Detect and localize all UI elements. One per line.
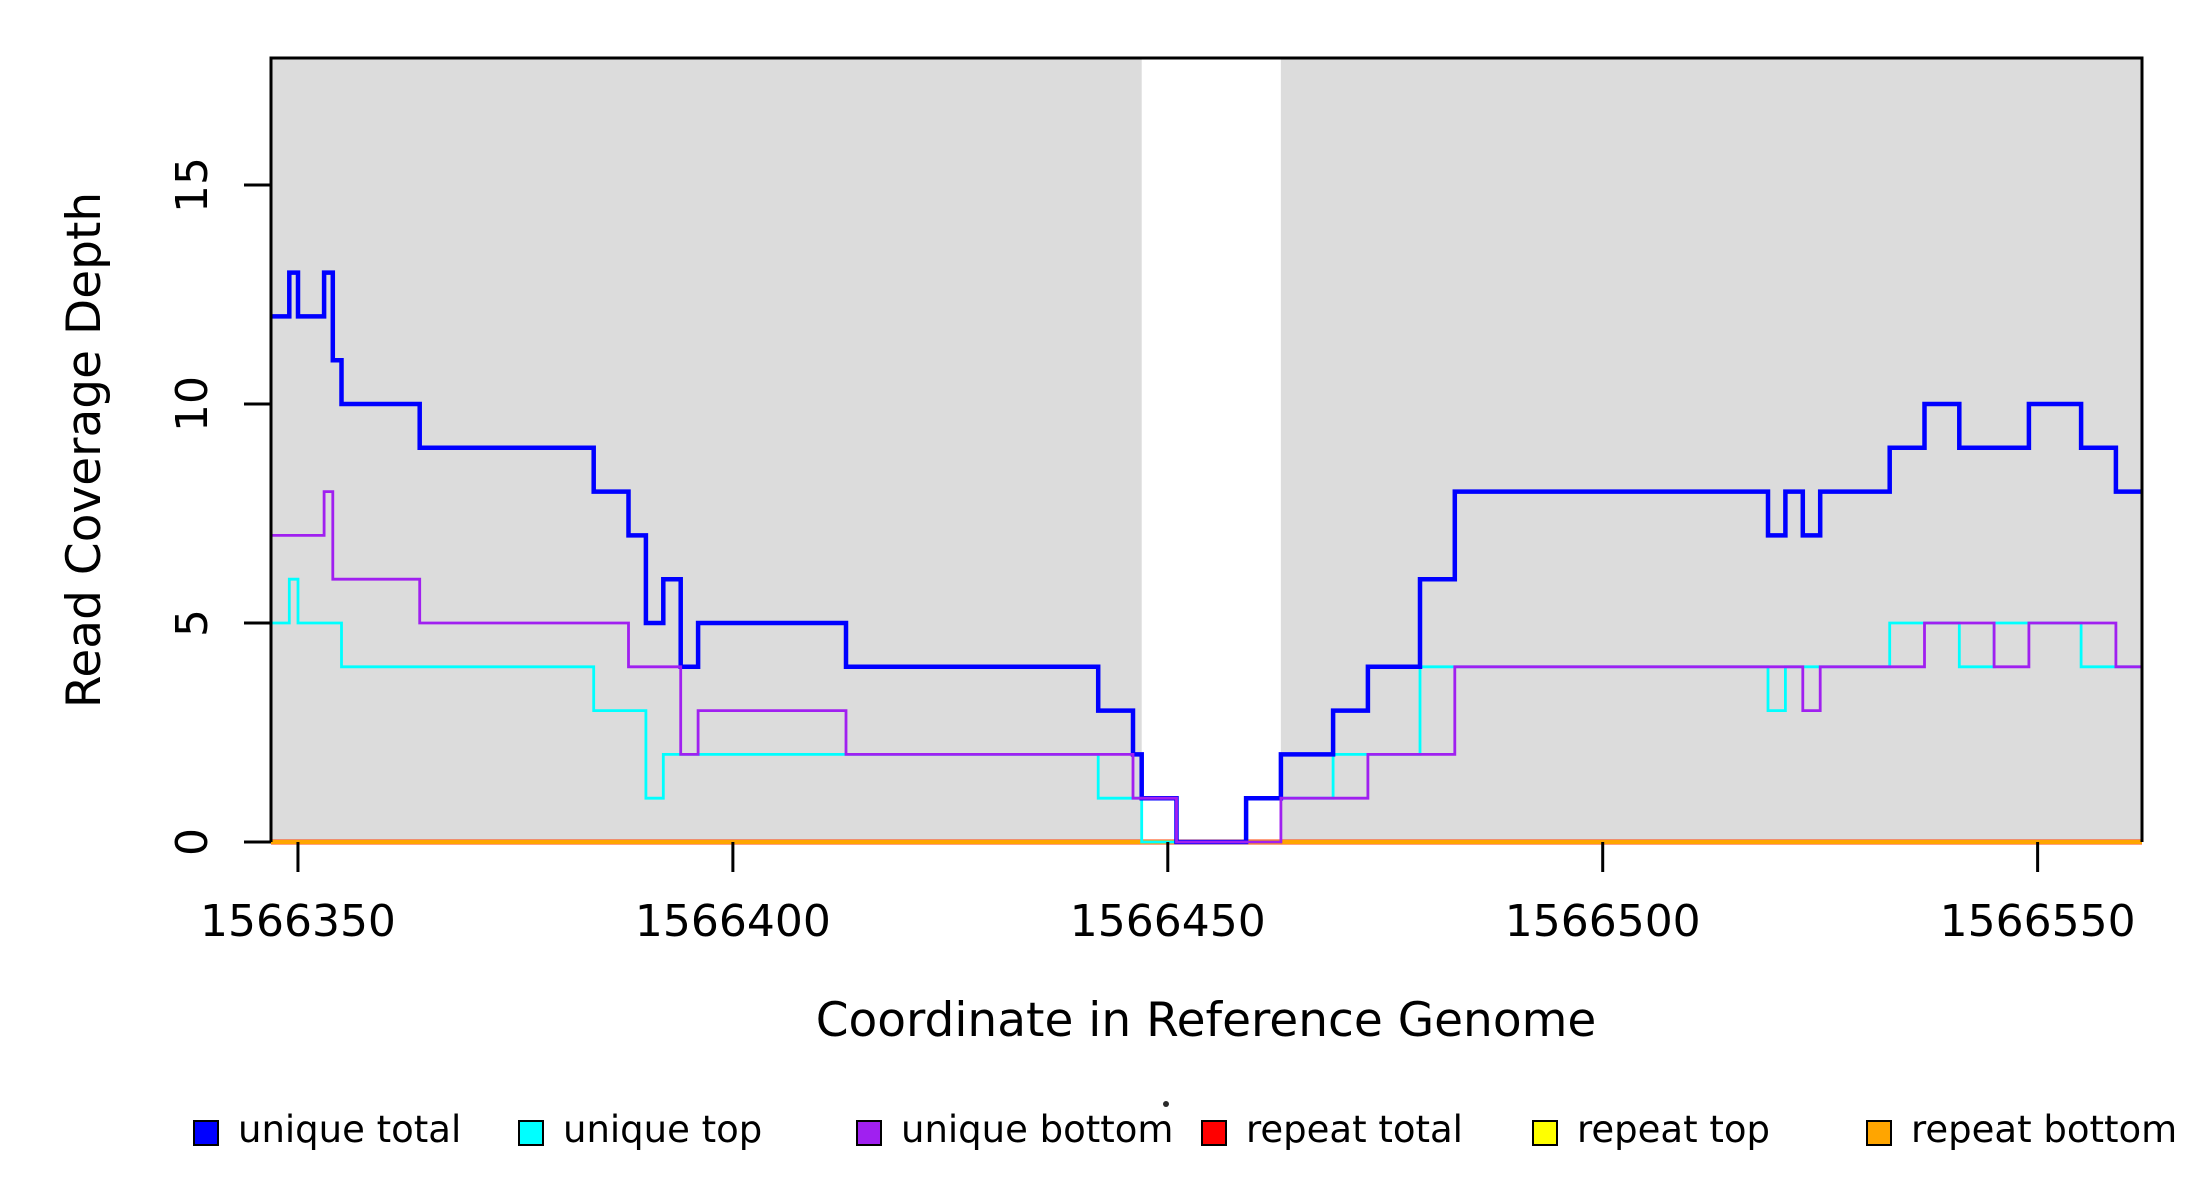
legend: unique total unique top unique bottom repea… (193, 1108, 2177, 1151)
y-tick-label: 10 (167, 376, 218, 432)
coverage-series (271, 270, 2142, 845)
legend-label: unique total (238, 1108, 461, 1151)
legend-item-unique-total: unique total (193, 1108, 461, 1151)
x-tick-label: 1566350 (200, 896, 396, 947)
x-axis: 1566350 1566400 1566450 1566500 1566550 (200, 842, 2136, 947)
x-axis-title: Coordinate in Reference Genome (816, 993, 1597, 1048)
x-tick-label: 1566450 (1070, 896, 1266, 947)
legend-label: unique top (563, 1108, 762, 1151)
plot-border (269, 56, 2144, 842)
x-tick-label: 1566500 (1505, 896, 1701, 947)
legend-swatch (1532, 1120, 1558, 1146)
legend-swatch (1866, 1120, 1892, 1146)
y-axis-title: Read Coverage Depth (57, 192, 112, 708)
series-line-unique-bottom (271, 490, 2142, 844)
legend-item-repeat-total: repeat total (1201, 1108, 1463, 1151)
x-tick-label: 1566400 (635, 896, 831, 947)
x-tick-label: 1566550 (1940, 896, 2136, 947)
y-tick-label: 5 (167, 609, 218, 637)
background-band (271, 58, 1142, 842)
y-axis: 0 5 10 15 (167, 157, 271, 856)
legend-item-repeat-bottom: repeat bottom (1866, 1108, 2177, 1151)
legend-label: repeat top (1577, 1108, 1770, 1151)
legend-swatch (1201, 1120, 1227, 1146)
legend-item-unique-top: unique top (518, 1108, 762, 1151)
legend-swatch (518, 1120, 544, 1146)
legend-label: repeat total (1246, 1108, 1463, 1151)
legend-swatch (856, 1120, 882, 1146)
stray-dot (1163, 1101, 1169, 1107)
legend-label: unique bottom (901, 1108, 1173, 1151)
y-tick-label: 0 (167, 828, 218, 856)
legend-item-repeat-top: repeat top (1532, 1108, 1770, 1151)
legend-item-unique-bottom: unique bottom (856, 1108, 1173, 1151)
y-tick-label: 15 (167, 157, 218, 213)
legend-label: repeat bottom (1911, 1108, 2177, 1151)
legend-swatch (193, 1120, 219, 1146)
